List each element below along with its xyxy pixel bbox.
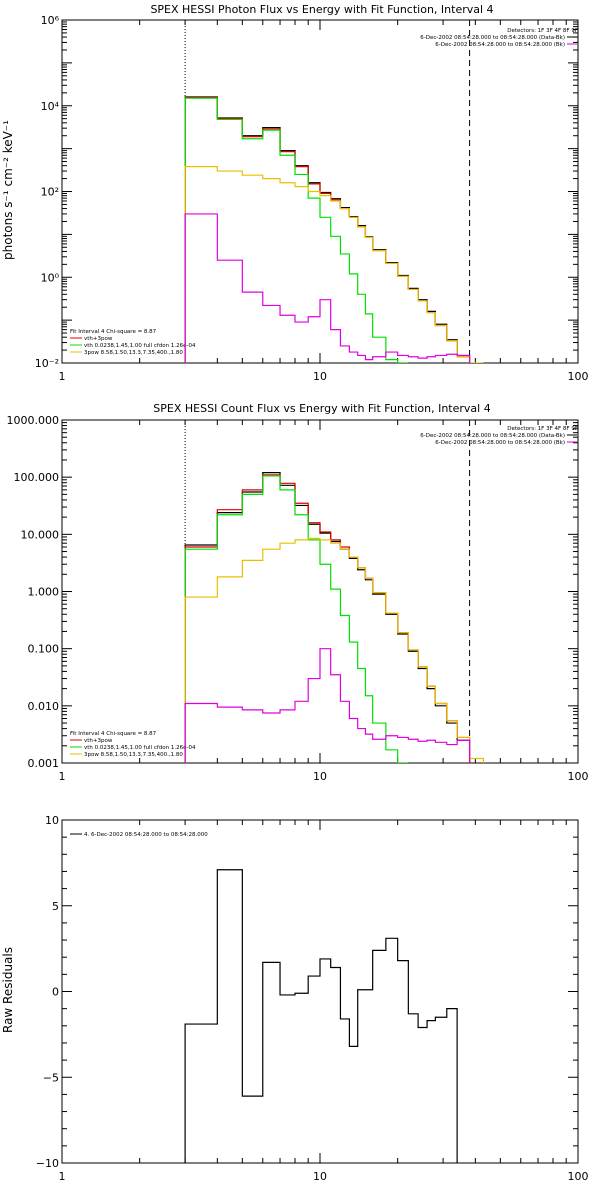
- y-tick-label: −5: [43, 1071, 59, 1084]
- y-tick-label: 0.100: [28, 643, 60, 656]
- photon-legend-data-label: 6-Dec-2002 08:54:28.000 to 08:54:28.000 …: [420, 35, 565, 41]
- y-tick-label: 1.000: [28, 586, 60, 599]
- count-legend-data-label: 6-Dec-2002 08:54:28.000 to 08:54:28.000 …: [420, 433, 565, 439]
- photon-fit-total-label: vth+3pow: [84, 336, 113, 342]
- series-data-bk: [184, 96, 471, 363]
- count-legend-heading: Detectors: 1F 3F 4F 8F 9F: [507, 426, 578, 432]
- photon-legend-heading: Detectors: 1F 3F 4F 8F 9F: [507, 28, 578, 34]
- x-tick-label: 100: [568, 770, 589, 783]
- photon-chart-title: SPEX HESSI Photon Flux vs Energy with Fi…: [150, 3, 493, 16]
- series-3pow: [184, 537, 485, 763]
- y-tick-label: 0.001: [28, 757, 60, 770]
- y-tick-label: 10: [45, 814, 59, 827]
- count-fit-pow-label: 3pow 8.58,1.50,13.3,7.35,400.,1.80: [84, 752, 183, 758]
- series-bk: [184, 648, 471, 763]
- y-tick-label: 1000.000: [7, 414, 60, 427]
- y-tick-label: 0: [52, 986, 59, 999]
- photon-fit-vth-label: vth 0.0238,1.45,1.00 full cfdon 1.26e-04: [84, 343, 196, 349]
- series-bk: [184, 213, 471, 363]
- y-tick-label: 10⁶: [41, 14, 60, 27]
- count-chart-title: SPEX HESSI Count Flux vs Energy with Fit…: [153, 402, 490, 415]
- x-tick-label: 1: [59, 770, 66, 783]
- count-fit-total-label: vth+3pow: [84, 738, 113, 744]
- x-tick-label: 100: [568, 1170, 589, 1183]
- residuals-y-axis-label: Raw Residuals: [1, 947, 15, 1033]
- photon-flux-panel: SPEX HESSI Photon Flux vs Energy with Fi…: [1, 3, 589, 383]
- y-tick-label: −10: [36, 1157, 59, 1170]
- photon-fit-pow-label: 3pow 8.58,1.50,13.3,7.35,400.,1.80: [84, 350, 183, 356]
- series-3pow: [184, 166, 484, 363]
- x-tick-label: 100: [568, 370, 589, 383]
- y-tick-label: 100.000: [14, 471, 60, 484]
- y-tick-label: 0.010: [28, 700, 60, 713]
- photon-y-axis-label: photons s⁻¹ cm⁻² keV⁻¹: [1, 120, 15, 260]
- x-tick-label: 1: [59, 370, 66, 383]
- photon-legend-bk-label: 6-Dec-2002 08:54:28.000 to 08:54:28.000 …: [435, 42, 565, 48]
- series-vth-3pow: [184, 474, 471, 763]
- plot-frame: [61, 819, 579, 1164]
- series-residuals: [184, 869, 458, 1163]
- y-tick-label: 10.000: [21, 528, 60, 541]
- count-fit-heading: Fit Interval 4 Chi-square = 8.87: [70, 731, 157, 737]
- y-tick-label: 10⁻²: [35, 357, 59, 370]
- series-data-bk: [184, 472, 471, 763]
- series-vth: [184, 97, 409, 363]
- y-tick-label: 10²: [41, 186, 59, 199]
- plot-frame: [61, 419, 579, 764]
- residuals-panel: Raw Residuals 4. 6-Dec-2002 08:54:28.000…: [1, 814, 589, 1183]
- residuals-legend-label: 4. 6-Dec-2002 08:54:28.000 to 08:54:28.0…: [84, 832, 208, 838]
- y-tick-label: 10⁰: [41, 271, 60, 284]
- x-tick-label: 10: [313, 370, 327, 383]
- x-tick-label: 10: [313, 1170, 327, 1183]
- y-tick-label: 10⁴: [41, 100, 60, 113]
- count-fit-vth-label: vth 0.0238,1.45,1.00 full cfdon 1.26e-04: [84, 745, 196, 751]
- y-tick-label: 5: [52, 900, 59, 913]
- series-vth: [184, 475, 409, 763]
- photon-fit-heading: Fit Interval 4 Chi-square = 8.87: [70, 329, 157, 335]
- series-vth-3pow: [184, 96, 471, 363]
- x-tick-label: 1: [59, 1170, 66, 1183]
- count-legend-bk-label: 6-Dec-2002 08:54:28.000 to 08:54:28.000 …: [435, 440, 565, 446]
- count-flux-panel: SPEX HESSI Count Flux vs Energy with Fit…: [7, 402, 589, 783]
- x-tick-label: 10: [313, 770, 327, 783]
